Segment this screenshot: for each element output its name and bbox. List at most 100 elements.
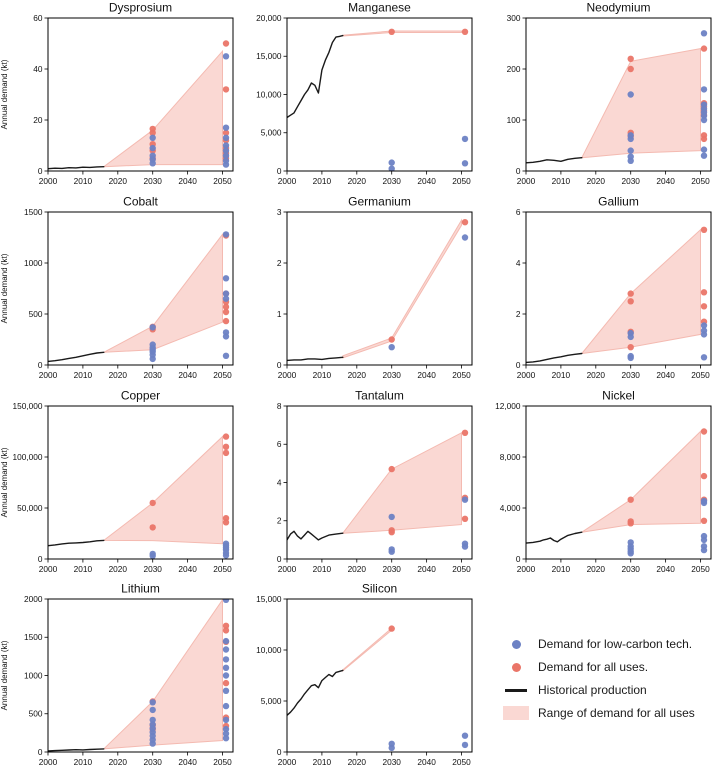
y-axis-label: Annual demand (kt) <box>0 253 9 323</box>
chart-title: Tantalum <box>355 388 404 402</box>
x-tick-label: 2010 <box>552 564 571 574</box>
axes-frame <box>47 17 234 172</box>
demand-dot-all-uses <box>149 125 156 133</box>
x-tick-label: 2040 <box>656 564 675 574</box>
x-tick-label: 2030 <box>382 757 401 767</box>
y-tick-label: 0 <box>38 360 43 370</box>
x-tick-label: 2000 <box>278 176 297 186</box>
plot-area-copper <box>48 432 230 559</box>
demand-range-band <box>342 218 462 359</box>
demand-dot-low-carbon <box>627 333 634 340</box>
x-tick-label: 2040 <box>178 757 197 767</box>
x-tick-label: 2040 <box>656 176 675 186</box>
demand-dot-low-carbon <box>627 157 634 164</box>
historical-production-line <box>287 530 344 541</box>
demand-dot-low-carbon <box>222 295 230 302</box>
y-tick-label: 20 <box>33 115 43 125</box>
x-tick-label: 2010 <box>552 176 571 186</box>
demand-dot-low-carbon <box>222 290 230 297</box>
y-tick-label: 0 <box>516 360 521 370</box>
demand-dot-low-carbon <box>222 152 230 159</box>
historical-production-line <box>48 748 105 752</box>
legend-swatch-wrap <box>502 706 530 721</box>
all-uses-dot-icon <box>511 662 521 672</box>
historical-production-line <box>48 539 105 546</box>
axes-frame <box>286 211 473 366</box>
y-tick-label: 10,000 <box>256 645 282 655</box>
demand-dot-all-uses <box>627 519 634 526</box>
demand-dot-low-carbon <box>700 86 708 93</box>
y-tick-label: 0 <box>277 747 282 757</box>
demand-dot-low-carbon <box>700 499 708 506</box>
demand-dot-low-carbon <box>700 152 708 159</box>
x-tick-label: 2050 <box>213 564 232 574</box>
y-tick-label: 15,000 <box>256 51 282 61</box>
demand-dot-low-carbon <box>388 165 395 171</box>
chart-canvas-neodymium: 2000 2010 2020 2030 2040 2050 0 100 200 300 Neodym… <box>507 1 712 186</box>
y-tick-label: 15,000 <box>256 594 282 604</box>
y-tick-label: 500 <box>29 309 43 319</box>
x-tick-label: 2020 <box>587 370 606 380</box>
y-tick-label: 300 <box>507 13 521 23</box>
x-tick-label: 2050 <box>691 176 710 186</box>
demand-dot-low-carbon <box>388 159 395 166</box>
demand-dot-all-uses <box>222 317 230 325</box>
x-tick-label: 2000 <box>278 564 297 574</box>
demand-dot-all-uses <box>461 515 469 522</box>
y-tick-label: 3 <box>277 207 282 217</box>
demand-dot-low-carbon <box>627 135 634 143</box>
chart-canvas-cobalt: 2000 2010 2020 2030 2040 2050 0 500 1000 1500 Coba… <box>0 194 234 380</box>
legend-panel: Demand for low-carbon tech. Demand for a… <box>478 581 717 775</box>
axes-frame <box>286 598 473 753</box>
demand-dot-all-uses <box>700 288 708 296</box>
demand-dot-all-uses <box>149 499 156 506</box>
x-tick-label: 2040 <box>656 370 675 380</box>
y-tick-label: 1500 <box>24 632 43 642</box>
plot-area-manganese <box>287 28 469 171</box>
x-tick-label: 2000 <box>517 370 536 380</box>
legend-item-all-uses: Demand for all uses. <box>502 660 717 674</box>
demand-dot-low-carbon <box>149 552 156 559</box>
demand-dot-all-uses <box>222 622 230 630</box>
plot-area-dysprosium <box>48 40 230 170</box>
x-tick-label: 2050 <box>691 370 710 380</box>
demand-range-band <box>102 599 223 750</box>
y-axis-label: Annual demand (kt) <box>0 447 9 517</box>
x-tick-label: 2010 <box>313 564 332 574</box>
chart-canvas-copper: 2000 2010 2020 2030 2040 2050 0 50,000 100,000 15… <box>0 388 234 574</box>
demand-dot-all-uses <box>222 308 230 315</box>
historical-production-line <box>526 156 583 164</box>
plot-area-silicon <box>287 625 469 752</box>
demand-range-band <box>102 434 223 544</box>
x-tick-label: 2020 <box>348 176 367 186</box>
historical-line-icon <box>505 689 527 692</box>
y-tick-label: 0 <box>38 553 43 563</box>
x-tick-label: 2020 <box>587 176 606 186</box>
demand-dot-all-uses <box>388 28 395 35</box>
x-tick-label: 2000 <box>278 370 297 380</box>
demand-dot-all-uses <box>222 40 230 47</box>
demand-dot-low-carbon <box>149 716 156 724</box>
y-tick-label: 1000 <box>24 671 43 681</box>
chart-canvas-silicon: 2000 2010 2020 2030 2040 2050 0 5,000 10,000 15,0… <box>256 582 473 767</box>
y-tick-label: 1000 <box>24 258 43 268</box>
demand-dot-low-carbon <box>222 687 230 695</box>
y-axis-label: Annual demand (kt) <box>0 59 9 129</box>
demand-dot-low-carbon <box>700 30 708 37</box>
x-tick-label: 2040 <box>178 564 197 574</box>
chart-canvas-germanium: 2000 2010 2020 2030 2040 2050 0 1 2 3 Germanium <box>277 194 473 380</box>
legend-swatch-wrap <box>502 689 530 692</box>
y-tick-label: 500 <box>29 709 43 719</box>
axes-frame <box>525 17 712 172</box>
chart-title: Germanium <box>348 194 411 208</box>
demand-dot-low-carbon <box>627 147 634 154</box>
legend-label-range: Range of demand for all uses <box>538 706 695 721</box>
demand-dot-low-carbon <box>222 646 230 653</box>
x-tick-label: 2030 <box>143 757 162 767</box>
demand-dot-low-carbon <box>222 726 230 733</box>
demand-dot-all-uses <box>222 443 230 450</box>
demand-dot-all-uses <box>700 135 708 143</box>
historical-production-line <box>48 351 105 362</box>
x-tick-label: 2010 <box>313 757 332 767</box>
